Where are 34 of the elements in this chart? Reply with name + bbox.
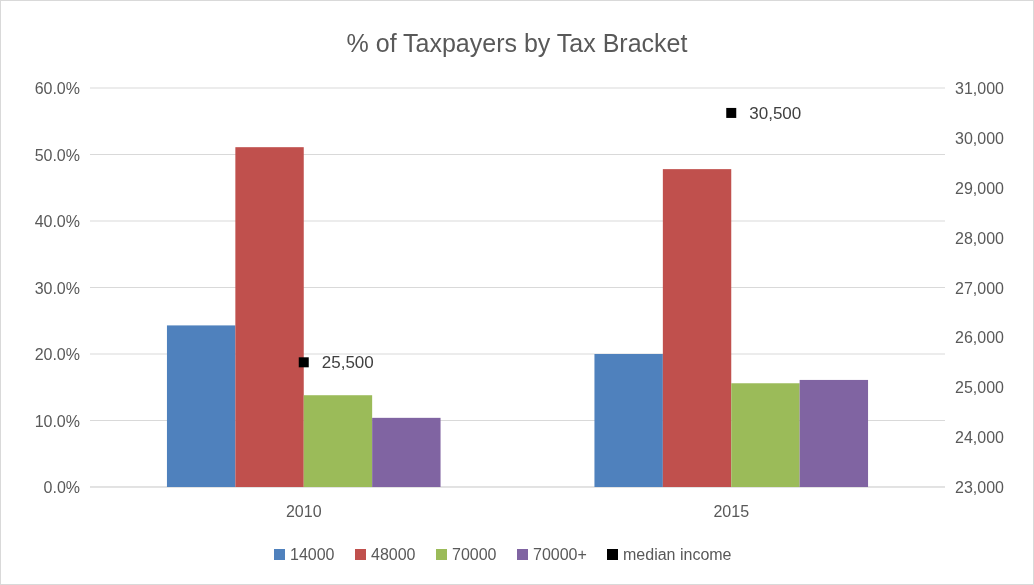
y2-tick-label: 26,000: [955, 329, 1005, 347]
y-tick-label: 0.0%: [43, 479, 80, 496]
data-label: 30,500: [749, 103, 802, 123]
y-tick-label: 40.0%: [34, 213, 80, 230]
legend-label: 48000: [371, 546, 416, 563]
x-tick-label: 2015: [713, 503, 750, 520]
y-tick-label: 50.0%: [34, 146, 80, 164]
y2-tick-label: 27,000: [955, 279, 1005, 297]
y-tick-label: 10.0%: [34, 412, 80, 430]
y-tick-label: 60.0%: [34, 80, 80, 97]
y2-tick-label: 23,000: [955, 479, 1005, 496]
bar: [594, 354, 663, 487]
legend-label: median income: [623, 546, 732, 563]
bar: [731, 383, 800, 487]
x-tick-label: 2010: [285, 503, 322, 520]
y2-tick-label: 30,000: [955, 129, 1005, 147]
bar: [235, 147, 304, 487]
bar: [662, 169, 732, 487]
bar: [372, 417, 441, 487]
y-tick-label: 20.0%: [34, 346, 80, 363]
y2-tick-label: 25,000: [955, 379, 1005, 397]
legend-label: 70000: [452, 546, 497, 563]
y2-tick-label: 28,000: [955, 229, 1005, 247]
y2-tick-label: 31,000: [955, 80, 1005, 97]
bar: [303, 395, 373, 487]
bar: [166, 325, 236, 487]
y2-tick-label: 24,000: [955, 429, 1005, 447]
data-label: 25,500: [321, 353, 374, 373]
y2-tick-label: 29,000: [955, 179, 1005, 197]
legend-label: 70000+: [533, 546, 587, 563]
y-tick-label: 30.0%: [34, 279, 80, 297]
bar: [799, 379, 869, 487]
chart-title: % of Taxpayers by Tax Bracket: [346, 29, 688, 57]
legend-label: 14000: [290, 546, 335, 563]
